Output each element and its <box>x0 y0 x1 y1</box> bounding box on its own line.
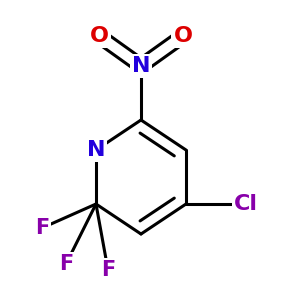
Text: O: O <box>173 26 193 46</box>
Text: F: F <box>59 254 73 274</box>
Text: N: N <box>132 56 150 76</box>
Text: F: F <box>101 260 115 280</box>
Text: N: N <box>87 140 105 160</box>
Text: Cl: Cl <box>234 194 258 214</box>
Text: O: O <box>89 26 109 46</box>
Text: F: F <box>35 218 49 238</box>
